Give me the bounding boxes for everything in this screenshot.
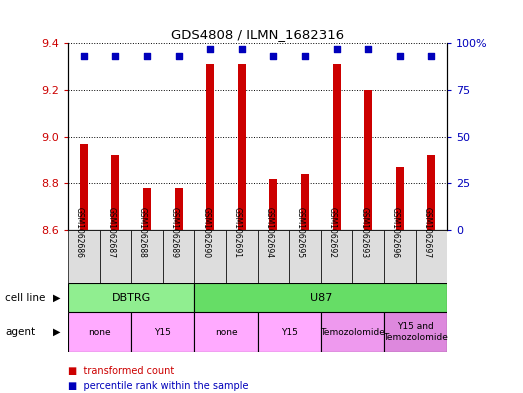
Bar (257, 230, 289, 283)
Point (206, 46, 214, 52)
Title: GDS4808 / ILMN_1682316: GDS4808 / ILMN_1682316 (171, 28, 344, 40)
Bar (175, 188, 183, 230)
Bar (384, 230, 416, 283)
Bar (427, 155, 435, 230)
Bar (226, 230, 257, 283)
Text: cell line: cell line (5, 292, 46, 303)
Point (427, 53, 436, 59)
Bar (289, 230, 321, 283)
Point (174, 53, 183, 59)
Text: DBTRG: DBTRG (111, 293, 151, 303)
Bar (68, 312, 131, 352)
Text: agent: agent (5, 327, 36, 337)
Text: Temozolomide: Temozolomide (320, 328, 385, 336)
Bar (68, 230, 99, 283)
Bar (257, 312, 321, 352)
Text: GSM1062697: GSM1062697 (423, 207, 431, 258)
Bar (353, 230, 384, 283)
Text: GSM1062689: GSM1062689 (169, 207, 178, 258)
Text: ▶: ▶ (53, 327, 60, 337)
Bar (195, 283, 447, 312)
Bar (163, 230, 195, 283)
Point (333, 46, 341, 52)
Bar (396, 167, 404, 230)
Text: none: none (88, 328, 111, 336)
Bar (111, 155, 119, 230)
Text: ▶: ▶ (53, 292, 60, 303)
Text: none: none (214, 328, 237, 336)
Bar (80, 143, 88, 230)
Bar (321, 312, 384, 352)
Point (395, 53, 404, 59)
Text: U87: U87 (310, 293, 332, 303)
Text: GSM1062691: GSM1062691 (233, 207, 242, 258)
Bar (195, 312, 257, 352)
Bar (416, 230, 447, 283)
Text: GSM1062692: GSM1062692 (327, 207, 337, 258)
Text: Y15: Y15 (154, 328, 171, 336)
Bar (131, 312, 195, 352)
Bar (321, 230, 353, 283)
Bar (195, 230, 226, 283)
Point (237, 46, 246, 52)
Bar (206, 64, 214, 230)
Bar (131, 230, 163, 283)
Point (79, 53, 88, 59)
Text: ■  percentile rank within the sample: ■ percentile rank within the sample (68, 381, 248, 391)
Bar (333, 64, 340, 230)
Text: GSM1062696: GSM1062696 (391, 207, 400, 258)
Point (111, 53, 120, 59)
Text: Y15: Y15 (281, 328, 298, 336)
Text: ■  transformed count: ■ transformed count (68, 366, 174, 376)
Text: Y15 and
Temozolomide: Y15 and Temozolomide (383, 322, 448, 342)
Bar (384, 312, 447, 352)
Bar (238, 64, 246, 230)
Point (301, 53, 309, 59)
Bar (269, 178, 277, 230)
Text: GSM1062688: GSM1062688 (138, 207, 147, 258)
Point (143, 53, 151, 59)
Text: GSM1062687: GSM1062687 (106, 207, 116, 258)
Bar (143, 188, 151, 230)
Bar (364, 90, 372, 230)
Point (364, 46, 372, 52)
Text: GSM1062693: GSM1062693 (359, 207, 368, 258)
Text: GSM1062695: GSM1062695 (296, 207, 305, 258)
Text: GSM1062686: GSM1062686 (75, 207, 84, 258)
Point (269, 53, 278, 59)
Bar (99, 230, 131, 283)
Text: GSM1062690: GSM1062690 (201, 207, 210, 258)
Bar (301, 174, 309, 230)
Bar (68, 283, 195, 312)
Text: GSM1062694: GSM1062694 (264, 207, 274, 258)
